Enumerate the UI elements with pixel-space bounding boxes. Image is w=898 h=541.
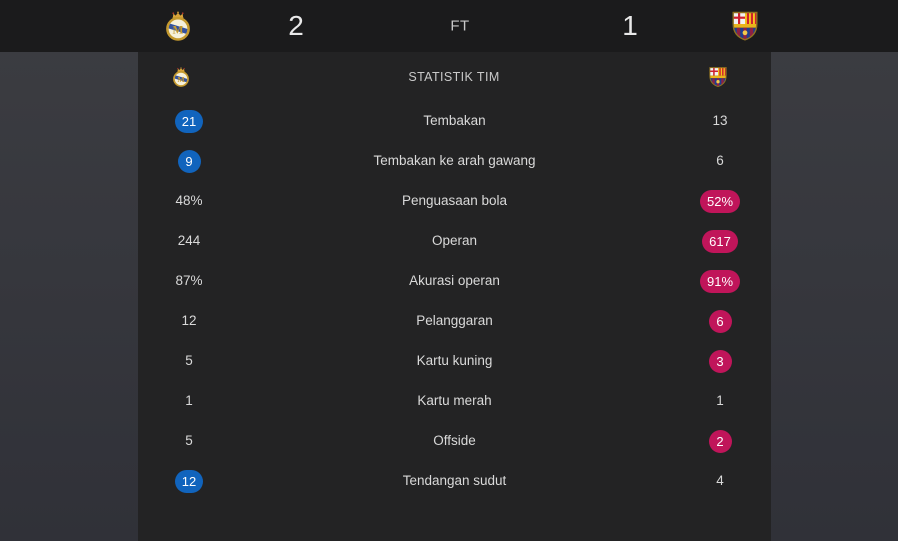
stat-label: Kartu kuning <box>416 353 493 368</box>
stat-row: 244 Operan 617 <box>138 221 771 261</box>
away-value: 617 <box>702 229 738 253</box>
away-value: 4 <box>716 473 724 488</box>
stat-row: 9 Tembakan ke arah gawang 6 <box>138 141 771 181</box>
home-value: 244 <box>177 233 201 248</box>
home-value: 5 <box>185 433 193 448</box>
home-value: 12 <box>174 469 204 493</box>
stat-label: Akurasi operan <box>409 273 500 288</box>
home-value: 21 <box>174 109 204 133</box>
home-score: 2 <box>288 10 304 41</box>
stat-label: Pelanggaran <box>416 313 493 328</box>
stat-row: 5 Kartu kuning 3 <box>138 341 771 381</box>
stats-title: STATISTIK TIM <box>408 69 500 84</box>
home-value: 87% <box>175 273 203 288</box>
team-stats-panel: STATISTIK TIM 21 Tembakan 13 9 Tembakan … <box>138 52 771 541</box>
stat-label: Tendangan sudut <box>402 473 507 488</box>
real-madrid-crest-icon <box>172 66 190 88</box>
stat-row: 1 Kartu merah 1 <box>138 381 771 421</box>
scoreboard-bar: 2 FT 1 <box>0 0 898 52</box>
stat-row: 12 Pelanggaran 6 <box>138 301 771 341</box>
real-madrid-crest-icon <box>165 10 192 43</box>
away-value: 6 <box>716 153 724 168</box>
stat-label: Tembakan ke arah gawang <box>373 153 536 168</box>
away-value: 52% <box>699 189 741 213</box>
barcelona-crest-icon <box>709 66 727 87</box>
stat-row: 5 Offside 2 <box>138 421 771 461</box>
stat-label: Offside <box>433 433 476 448</box>
away-value: 13 <box>712 113 728 128</box>
away-value: 2 <box>708 429 732 453</box>
stats-rows: 21 Tembakan 13 9 Tembakan ke arah gawang… <box>138 101 771 501</box>
stat-label: Penguasaan bola <box>401 193 508 208</box>
stat-label: Kartu merah <box>417 393 492 408</box>
home-value: 12 <box>181 313 197 328</box>
home-value: 5 <box>185 353 193 368</box>
stats-header: STATISTIK TIM <box>138 52 771 101</box>
stat-row: 12 Tendangan sudut 4 <box>138 461 771 501</box>
match-status: FT <box>450 17 470 35</box>
away-value: 1 <box>716 393 724 408</box>
stat-label: Tembakan <box>423 113 486 128</box>
scoreboard-content: 2 FT 1 <box>138 0 771 52</box>
away-value: 6 <box>708 309 732 333</box>
stat-row: 87% Akurasi operan 91% <box>138 261 771 301</box>
away-value: 3 <box>708 349 732 373</box>
home-value: 9 <box>177 149 201 173</box>
home-value: 1 <box>185 393 193 408</box>
away-value: 91% <box>699 269 741 293</box>
home-value: 48% <box>175 193 203 208</box>
away-score: 1 <box>622 10 638 41</box>
stat-row: 48% Penguasaan bola 52% <box>138 181 771 221</box>
barcelona-crest-icon <box>732 11 758 41</box>
stat-row: 21 Tembakan 13 <box>138 101 771 141</box>
stat-label: Operan <box>431 233 478 248</box>
